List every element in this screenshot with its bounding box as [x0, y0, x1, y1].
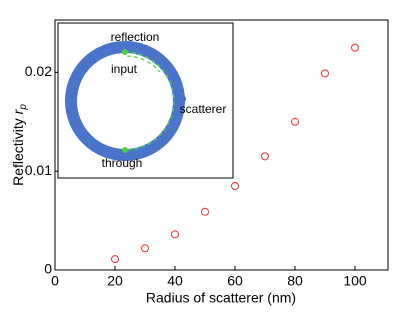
x-tick-label: 60: [227, 273, 243, 289]
x-tick-label: 20: [107, 273, 123, 289]
point: [321, 69, 329, 78]
point: [261, 152, 269, 161]
x-tick-label: 40: [167, 273, 183, 289]
inset: reflection input scatterer through: [57, 22, 234, 179]
y-tick-label: 0.02: [25, 63, 52, 79]
y-tick-label: 0: [44, 261, 52, 277]
plot-frame: [54, 19, 389, 271]
light-path: [124, 51, 175, 151]
y-tick-label: 0.01: [25, 162, 52, 178]
y-label-text: Reflectivity: [10, 118, 26, 186]
scatterer-dot: [178, 95, 186, 103]
inset-label: input: [111, 62, 138, 76]
point: [231, 182, 239, 191]
point: [141, 244, 149, 253]
input-port: [122, 49, 128, 55]
x-tick-label: 100: [343, 273, 367, 289]
point: [111, 255, 119, 264]
point: [171, 230, 179, 239]
x-tick-label: 80: [287, 273, 303, 289]
inset-label: scatterer: [180, 102, 227, 116]
x-axis-label: Radius of scatterer (nm): [146, 290, 296, 306]
through-port: [122, 147, 128, 153]
inset-label: through: [102, 156, 143, 170]
y-label-symbol: r: [10, 108, 26, 114]
point: [351, 43, 359, 52]
point: [291, 117, 299, 126]
inset-label: reflection: [111, 30, 160, 44]
reflection-path: [126, 55, 161, 73]
y-label-subscript: p: [18, 104, 29, 111]
point: [201, 207, 209, 216]
y-axis-label: Reflectivity rp: [10, 104, 29, 186]
x-tick-label: 0: [51, 273, 59, 289]
